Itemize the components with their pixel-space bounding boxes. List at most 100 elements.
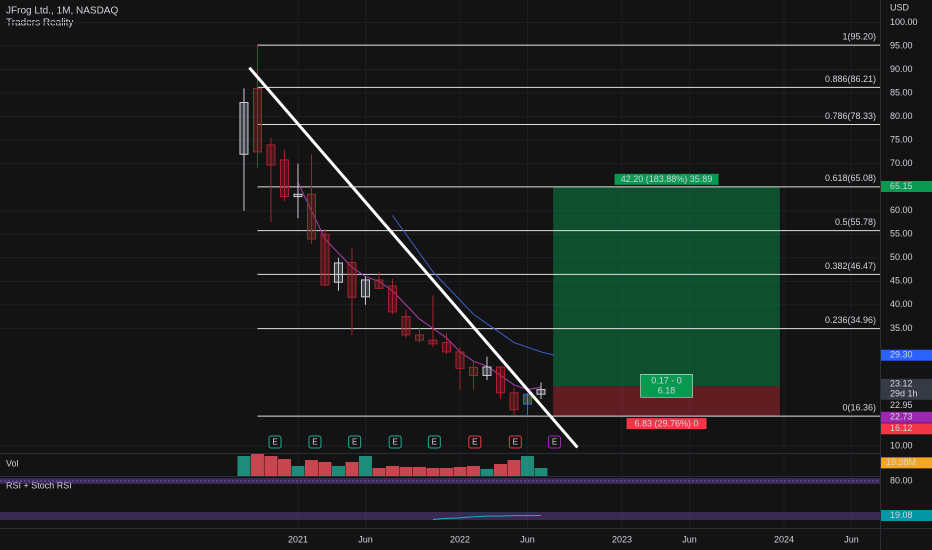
earnings-marker <box>427 435 441 449</box>
earnings-label: E <box>552 438 557 447</box>
chart-title: JFrog Ltd., 1M, NASDAQ <box>6 6 118 17</box>
rsi-line <box>432 515 541 521</box>
volume-bar <box>439 468 453 476</box>
candle-body <box>374 279 384 289</box>
volume-bar <box>534 468 548 476</box>
candle-body <box>401 316 411 336</box>
candle-body <box>468 366 478 376</box>
candle-body <box>266 144 276 166</box>
price-badge-label: 23.12 <box>890 379 913 389</box>
chart-subtitle: Traders Reality <box>6 18 73 29</box>
rsi-band <box>0 512 880 520</box>
volume-bar <box>480 468 494 476</box>
x-tick-label: 2024 <box>774 534 794 544</box>
fib-label: 0.886(86.21) <box>825 74 876 84</box>
y-tick-label: 55.00 <box>890 229 913 239</box>
candle-body <box>320 233 330 286</box>
volume-bar <box>412 466 426 476</box>
candle-body <box>509 392 519 411</box>
candle-body <box>333 262 343 283</box>
volume-bar <box>345 461 359 476</box>
candle-body <box>293 193 303 198</box>
candle-body <box>239 101 249 155</box>
price-badge <box>881 378 932 400</box>
volume-bar <box>250 453 264 476</box>
y-tick-label: 95.00 <box>890 40 913 50</box>
x-tick-label: Jun <box>844 534 859 544</box>
earnings-marker <box>508 435 522 449</box>
y-tick-label: 10.00 <box>890 440 913 450</box>
candle-body <box>536 389 546 395</box>
y-tick-label: 50.00 <box>890 252 913 262</box>
volume-bar <box>372 468 386 476</box>
fib-label: 0.5(55.78) <box>835 217 876 227</box>
candle-body <box>482 366 492 376</box>
earnings-label: E <box>393 438 398 447</box>
stop-label: 6.83 (29.76%) 0 <box>635 418 699 428</box>
volume-bar <box>520 456 534 476</box>
volume-bar <box>358 456 372 476</box>
fib-label: 0.236(34.96) <box>825 315 876 325</box>
rsi-label: RSI + Stoch RSI <box>6 480 72 490</box>
earnings-label: E <box>432 438 437 447</box>
volume-bar <box>304 460 318 476</box>
x-tick-label: 2021 <box>288 534 308 544</box>
earnings-marker <box>348 435 362 449</box>
target-label: 42.20 (183.88%) 35.89 <box>621 174 713 184</box>
price-badge <box>881 349 932 361</box>
earnings-label: E <box>312 438 317 447</box>
candle-body <box>347 261 357 298</box>
fib-label: 0.382(46.47) <box>825 261 876 271</box>
price-badge-label: 22.95 <box>890 400 913 410</box>
x-tick-label: Jun <box>520 534 535 544</box>
rsi-badge <box>881 510 932 522</box>
volume-bar <box>318 461 332 476</box>
volume-bar <box>493 464 507 476</box>
price-badge <box>881 180 932 192</box>
earnings-label: E <box>272 438 277 447</box>
fib-label: 0.618(65.08) <box>825 173 876 183</box>
earnings-marker <box>308 435 322 449</box>
fib-label: 1(95.20) <box>842 31 876 41</box>
candle-body <box>252 87 262 153</box>
entry-label-bg <box>640 374 693 398</box>
volume-bar <box>399 466 413 476</box>
trendline <box>248 66 579 449</box>
fib-label: 0(16.36) <box>842 402 876 412</box>
earnings-label: E <box>352 438 357 447</box>
currency: USD <box>890 2 910 12</box>
candle-body <box>387 285 397 313</box>
rsi-tick-label: 80.00 <box>890 475 913 485</box>
y-tick-label: 60.00 <box>890 205 913 215</box>
ma-line <box>392 215 555 356</box>
price-badge-sublabel: 29d 1h <box>890 389 918 399</box>
price-badge-label: 65.15 <box>890 181 913 191</box>
target-label-bg <box>614 173 719 185</box>
volume-bar <box>331 465 345 476</box>
candle-body <box>428 339 438 345</box>
stop-label-bg <box>626 418 707 430</box>
y-tick-label: 40.00 <box>890 299 913 309</box>
volume-bar <box>277 459 291 476</box>
volume-bar <box>385 465 399 476</box>
y-tick-label: 100.00 <box>890 17 918 27</box>
candle-body <box>522 393 532 405</box>
volume-bar <box>426 468 440 476</box>
volume-badge <box>881 457 932 469</box>
x-tick-label: Jun <box>682 534 697 544</box>
volume-bar <box>466 465 480 476</box>
candle-body <box>360 279 370 298</box>
y-tick-label: 45.00 <box>890 276 913 286</box>
candle-body <box>455 351 465 369</box>
earnings-marker <box>468 435 482 449</box>
candle-body <box>306 193 316 240</box>
rsi-badge-label: 19.08 <box>890 510 913 520</box>
y-tick-label: 85.00 <box>890 87 913 97</box>
candle-body <box>441 341 451 353</box>
earnings-label: E <box>513 438 518 447</box>
y-tick-label: 75.00 <box>890 135 913 145</box>
volume-bar <box>291 465 305 476</box>
entry-label: 0.17 - 0 <box>651 376 682 386</box>
